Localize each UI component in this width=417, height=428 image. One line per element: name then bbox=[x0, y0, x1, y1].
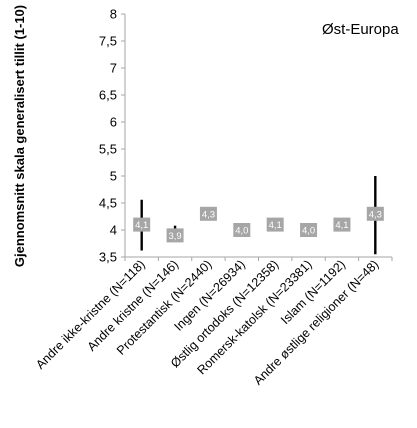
data-point: 4,1 bbox=[133, 199, 151, 251]
data-point: 4,3 bbox=[366, 176, 384, 255]
value-marker bbox=[233, 223, 251, 237]
y-tick-label: 5 bbox=[110, 169, 117, 184]
y-tick-label: 6,5 bbox=[99, 88, 117, 103]
data-point: 3,9 bbox=[166, 225, 184, 243]
data-point: 4,1 bbox=[333, 217, 351, 232]
value-marker bbox=[166, 228, 184, 243]
y-tick-label: 6 bbox=[110, 115, 117, 130]
y-axis: 3,5 4 4,5 5 5,5 6 6,5 7 7,5 8 bbox=[99, 7, 126, 265]
y-tick-label: 3,5 bbox=[99, 250, 117, 265]
data-label: 3,9 bbox=[168, 231, 181, 242]
data-point: 4,0 bbox=[300, 223, 318, 237]
data-label: 4,1 bbox=[135, 220, 148, 231]
y-tick-label: 5,5 bbox=[99, 142, 117, 157]
y-tick-label: 8 bbox=[110, 7, 117, 22]
value-marker bbox=[199, 206, 217, 221]
value-marker bbox=[333, 217, 351, 232]
value-marker bbox=[266, 217, 284, 232]
data-point: 4,1 bbox=[266, 217, 284, 232]
y-axis-label: Gjennomsnitt skala generalisert tillit (… bbox=[12, 5, 27, 267]
data-point: 4,0 bbox=[233, 223, 251, 237]
data-label: 4,1 bbox=[269, 220, 282, 231]
value-marker bbox=[300, 223, 318, 237]
chart-marks: 4,1 3,9 4,3 4,0 4,1 4,0 4,1 4,3 bbox=[133, 176, 384, 255]
y-tick-label: 7,5 bbox=[99, 34, 117, 49]
data-label: 4,0 bbox=[302, 226, 315, 237]
value-marker bbox=[133, 217, 151, 232]
data-label: 4,0 bbox=[235, 226, 248, 237]
y-tick-label: 4 bbox=[110, 223, 117, 238]
y-tick-label: 7 bbox=[110, 61, 117, 76]
chart-title: Øst-Europa bbox=[322, 21, 399, 38]
data-point: 4,3 bbox=[199, 206, 217, 221]
data-label: 4,3 bbox=[369, 209, 382, 220]
data-label: 4,3 bbox=[202, 209, 215, 220]
data-label: 4,1 bbox=[335, 220, 348, 231]
value-marker bbox=[366, 206, 384, 221]
x-axis: Andre ikke-kristne (N=118)Andre kristne … bbox=[33, 256, 393, 388]
y-tick-label: 4,5 bbox=[99, 196, 117, 211]
